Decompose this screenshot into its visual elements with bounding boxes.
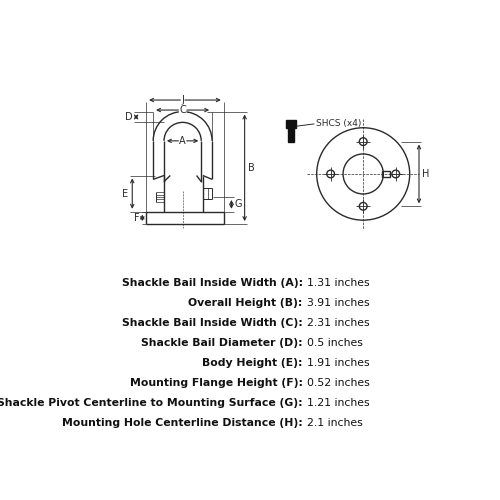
Text: 1.21 inches: 1.21 inches	[308, 398, 370, 408]
Text: SHCS (x4): SHCS (x4)	[316, 118, 362, 128]
Text: C: C	[179, 105, 186, 115]
Text: 0.5 inches: 0.5 inches	[308, 338, 364, 348]
Text: 3.91 inches: 3.91 inches	[308, 298, 370, 308]
Text: Mounting Hole Centerline Distance (H):: Mounting Hole Centerline Distance (H):	[62, 418, 303, 428]
Text: F: F	[134, 213, 139, 223]
Text: Shackle Bail Inside Width (C):: Shackle Bail Inside Width (C):	[122, 318, 303, 328]
Text: B: B	[248, 163, 254, 173]
Text: D: D	[124, 112, 132, 122]
Bar	[382, 171, 390, 177]
Text: A: A	[180, 136, 186, 146]
Text: 1.31 inches: 1.31 inches	[308, 278, 370, 288]
Text: G: G	[234, 200, 242, 209]
Text: 2.31 inches: 2.31 inches	[308, 318, 370, 328]
Bar	[288, 128, 294, 141]
Text: Shackle Bail Inside Width (A):: Shackle Bail Inside Width (A):	[122, 278, 303, 288]
Text: 0.52 inches: 0.52 inches	[308, 378, 370, 388]
Text: 2.1 inches: 2.1 inches	[308, 418, 363, 428]
Text: Shackle Pivot Centerline to Mounting Surface (G):: Shackle Pivot Centerline to Mounting Sur…	[0, 398, 303, 408]
Text: E: E	[122, 188, 128, 198]
Text: Body Height (E):: Body Height (E):	[202, 358, 303, 368]
Text: H: H	[422, 169, 430, 179]
Text: 1.91 inches: 1.91 inches	[308, 358, 370, 368]
Bar	[286, 120, 296, 128]
Text: Shackle Bail Diameter (D):: Shackle Bail Diameter (D):	[141, 338, 303, 348]
Text: J: J	[181, 95, 184, 105]
Text: Overall Height (B):: Overall Height (B):	[188, 298, 303, 308]
Text: Mounting Flange Height (F):: Mounting Flange Height (F):	[130, 378, 303, 388]
